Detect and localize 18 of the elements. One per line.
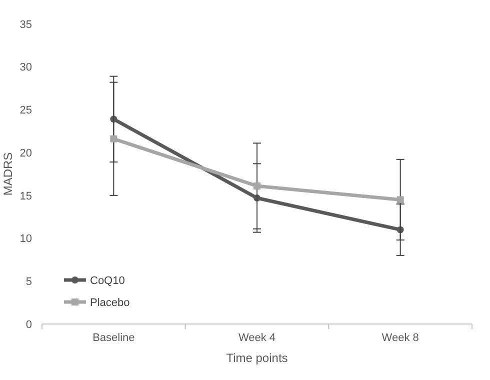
legend-label: Placebo (90, 296, 130, 309)
x-tick-label: Week 4 (238, 332, 276, 344)
point (254, 182, 260, 190)
y-tick-label: 25 (20, 104, 32, 117)
y-tick-label: 5 (26, 276, 32, 288)
legend-label: CoQ10 (90, 274, 125, 287)
x-axis-title: Time points (226, 351, 288, 365)
y-tick-label: 20 (20, 147, 32, 160)
y-tick-label: 30 (20, 62, 32, 74)
point (396, 196, 404, 204)
y-tick-label: 10 (20, 233, 32, 246)
y-tick-label: 0 (26, 318, 32, 331)
x-tick-label: Week 8 (382, 332, 419, 344)
y-tick-label: 15 (20, 190, 32, 202)
y-tick-label: 35 (20, 18, 32, 31)
x-tick-label: Baseline (92, 332, 135, 344)
point (110, 135, 118, 142)
y-axis-title: MADRS (1, 152, 15, 196)
